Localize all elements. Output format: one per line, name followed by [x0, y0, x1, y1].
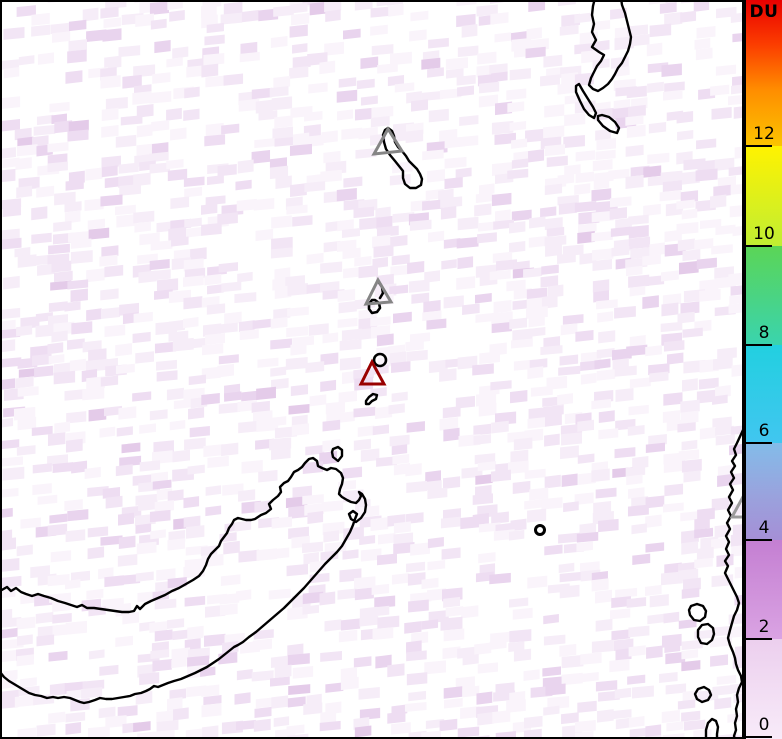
- colorbar-tick-mark: [746, 145, 772, 147]
- noise-pixel-layer: [0, 0, 744, 739]
- islet-right-coast-3: [693, 685, 713, 704]
- colorbar-segment: [746, 639, 782, 739]
- colorbar-tick-mark: [746, 245, 772, 247]
- colorbar-segment: [746, 0, 782, 146]
- islet-center-south: [534, 524, 546, 536]
- island-northeast-oval: [596, 113, 621, 135]
- colorbar-tick-label: 2: [758, 617, 770, 637]
- colorbar-tick-label: 12: [753, 124, 775, 144]
- islet-ring-by-red-triangle: [372, 352, 388, 368]
- island-northeast-elongated: [574, 82, 598, 120]
- map-frame: [0, 0, 744, 739]
- colorbar-unit-label: DU: [749, 2, 779, 22]
- islet-loop-center: [367, 298, 382, 315]
- coastline-peninsula: [0, 456, 368, 705]
- volcano-marker-layer: [358, 126, 744, 519]
- islet-bottom-edge: [704, 717, 720, 739]
- volcano-marker-red: [358, 358, 387, 386]
- colorbar-tick-label: 8: [758, 323, 770, 343]
- colorbar-tick-mark: [746, 442, 772, 444]
- colorbar-tick-mark: [746, 736, 772, 738]
- colorbar-tick-mark: [746, 638, 772, 640]
- volcano-marker-gray-center: [363, 276, 394, 306]
- islet-near-peninsula-tip: [330, 445, 344, 463]
- colorbar-segment: [746, 443, 782, 540]
- volcano-marker-gray-right-edge: [729, 491, 744, 519]
- colorbar-segment: [746, 345, 782, 443]
- colorbar-tick-mark: [746, 539, 772, 541]
- islet-right-coast-2: [696, 622, 716, 646]
- islet-blob-south-of-red-triangle: [364, 392, 379, 406]
- map-area: [0, 0, 744, 739]
- colorbar-segment: [746, 146, 782, 246]
- colorbar-tick-label: 6: [758, 421, 770, 441]
- colorbar-segment: [746, 246, 782, 345]
- coastline-right-edge: [723, 428, 744, 739]
- colorbar-tick-label: 0: [758, 715, 770, 735]
- colorbar-tick-mark: [746, 344, 772, 346]
- colorbar-tick-label: 10: [753, 224, 775, 244]
- islet-right-coast-1: [687, 602, 708, 623]
- colorbar: 12 10 8 6 4 2 0 DU: [744, 0, 782, 739]
- colorbar-tick-label: 4: [758, 518, 770, 538]
- island-northeast-large: [587, 0, 633, 93]
- colorbar-segment: [746, 540, 782, 639]
- volcano-marker-gray-north: [371, 126, 405, 156]
- map-canvas: [0, 0, 744, 739]
